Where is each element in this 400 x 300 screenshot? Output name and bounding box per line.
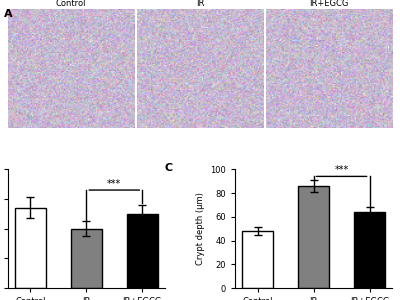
Bar [71,229,102,288]
Text: A: A [4,9,13,19]
Bar [298,186,329,288]
Text: ***: *** [334,165,349,175]
Bar [242,231,273,288]
Bar [15,208,46,288]
Title: IR: IR [196,0,204,8]
Y-axis label: Crypt depth (μm): Crypt depth (μm) [196,192,205,265]
Title: Control: Control [56,0,86,8]
Bar [127,214,158,288]
Text: ***: *** [107,178,122,189]
Bar [354,212,385,288]
Text: C: C [165,163,173,173]
Title: IR+EGCG: IR+EGCG [309,0,348,8]
